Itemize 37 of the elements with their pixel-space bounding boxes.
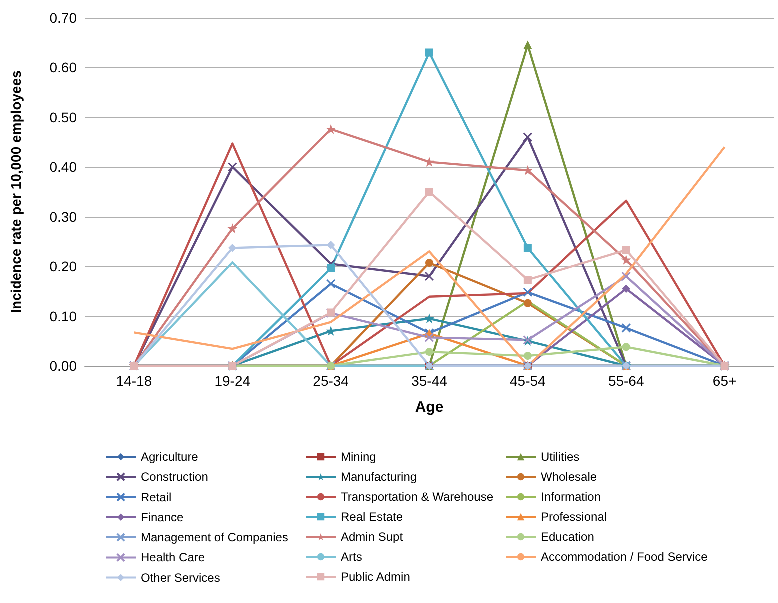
y-tick-label: 0.10 bbox=[50, 308, 78, 324]
x-tick-label: 45-54 bbox=[510, 373, 546, 389]
y-tick-label: 0.40 bbox=[50, 159, 78, 176]
legend-label: Manufacturing bbox=[341, 470, 418, 484]
legend-label: Finance bbox=[141, 510, 184, 524]
legend-label: Wholesale bbox=[541, 470, 598, 484]
y-tick-label: 0.20 bbox=[50, 258, 78, 275]
y-axis-title: Incidence rate per 10,000 employees bbox=[8, 70, 24, 314]
legend-label: Management of Companies bbox=[141, 530, 288, 544]
legend-label: Public Admin bbox=[341, 570, 410, 584]
y-tick-label: 0.60 bbox=[50, 60, 78, 76]
legend-label: Arts bbox=[341, 550, 362, 564]
legend-label: Retail bbox=[141, 490, 172, 504]
x-tick-label: 25-34 bbox=[313, 373, 350, 389]
x-axis-title: Age bbox=[415, 399, 444, 416]
y-tick-label: 0.30 bbox=[50, 208, 78, 225]
y-tick-label: 0.00 bbox=[50, 358, 78, 374]
legend-label: Other Services bbox=[141, 570, 220, 585]
legend-label: Admin Supt bbox=[341, 530, 404, 544]
legend-label: Mining bbox=[341, 450, 376, 464]
legend-label: Professional bbox=[541, 510, 608, 524]
x-tick-label: 14-18 bbox=[116, 373, 152, 389]
legend-label: Education bbox=[541, 530, 594, 544]
legend-label: Agriculture bbox=[141, 450, 199, 464]
x-tick-label: 35-44 bbox=[412, 373, 448, 389]
x-tick-label: 55-64 bbox=[608, 373, 644, 389]
legend-label: Construction bbox=[141, 470, 208, 484]
legend-label: Utilities bbox=[541, 450, 580, 464]
legend-label: Health Care bbox=[141, 550, 206, 565]
y-tick-label: 0.50 bbox=[50, 109, 78, 126]
y-tick-label: 0.70 bbox=[50, 10, 78, 26]
legend-label: Real Estate bbox=[341, 510, 404, 524]
x-tick-label: 65+ bbox=[712, 373, 737, 389]
legend-label: Accommodation / Food Service bbox=[541, 550, 708, 564]
legend-label: Information bbox=[541, 490, 602, 504]
x-tick-label: 19-24 bbox=[214, 373, 251, 389]
legend-label: Transportation & Warehouse bbox=[341, 490, 494, 504]
